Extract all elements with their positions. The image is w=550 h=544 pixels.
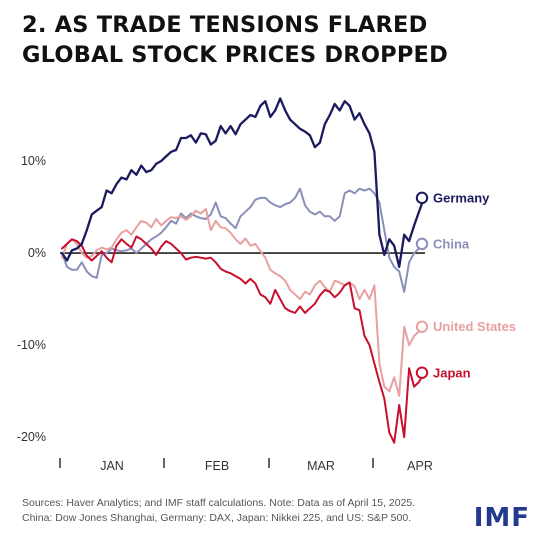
chart-title-line-1: 2. AS TRADE TENSIONS FLARED: [22, 12, 428, 38]
series-line-japan: [61, 235, 425, 444]
x-tick-label: APR: [407, 459, 433, 473]
chart-title-line-2: GLOBAL STOCK PRICES DROPPED: [22, 42, 448, 68]
series-line-united-states: [61, 207, 425, 397]
end-marker-japan: [415, 366, 429, 379]
series-end-markers: [415, 191, 429, 379]
series-line-germany: [60, 97, 426, 269]
series-labels: Germany China United States Japan: [433, 190, 516, 380]
x-tick-label: MAR: [307, 459, 335, 473]
x-axis: JAN FEB MAR APR: [59, 458, 433, 473]
series-line-china: [61, 187, 425, 293]
end-marker-china: [415, 237, 429, 251]
chart-title: 2. AS TRADE TENSIONS FLARED GLOBAL STOCK…: [22, 10, 542, 70]
end-marker-united-states: [415, 320, 429, 333]
series-label-japan: Japan: [433, 365, 471, 380]
y-tick-label: 0%: [28, 246, 46, 260]
series-label-united-states: United States: [433, 319, 516, 334]
y-tick-label: -20%: [17, 430, 46, 444]
y-tick-label: 10%: [21, 154, 46, 168]
imf-logo: IMF: [473, 503, 530, 533]
series-label-china: China: [433, 236, 470, 251]
source-note: Sources: Haver Analytics; and IMF staff …: [22, 496, 482, 526]
x-tick-label: FEB: [205, 459, 229, 473]
series-lines: [60, 97, 426, 444]
end-marker-germany: [415, 191, 429, 205]
source-line-1: Sources: Haver Analytics; and IMF staff …: [22, 497, 416, 509]
source-line-2: China: Dow Jones Shanghai, Germany: DAX,…: [22, 512, 412, 524]
y-tick-label: -10%: [17, 338, 46, 352]
series-label-germany: Germany: [433, 190, 490, 205]
y-axis: 10% 0% -10% -20%: [17, 154, 46, 444]
x-tick-label: JAN: [100, 459, 124, 473]
